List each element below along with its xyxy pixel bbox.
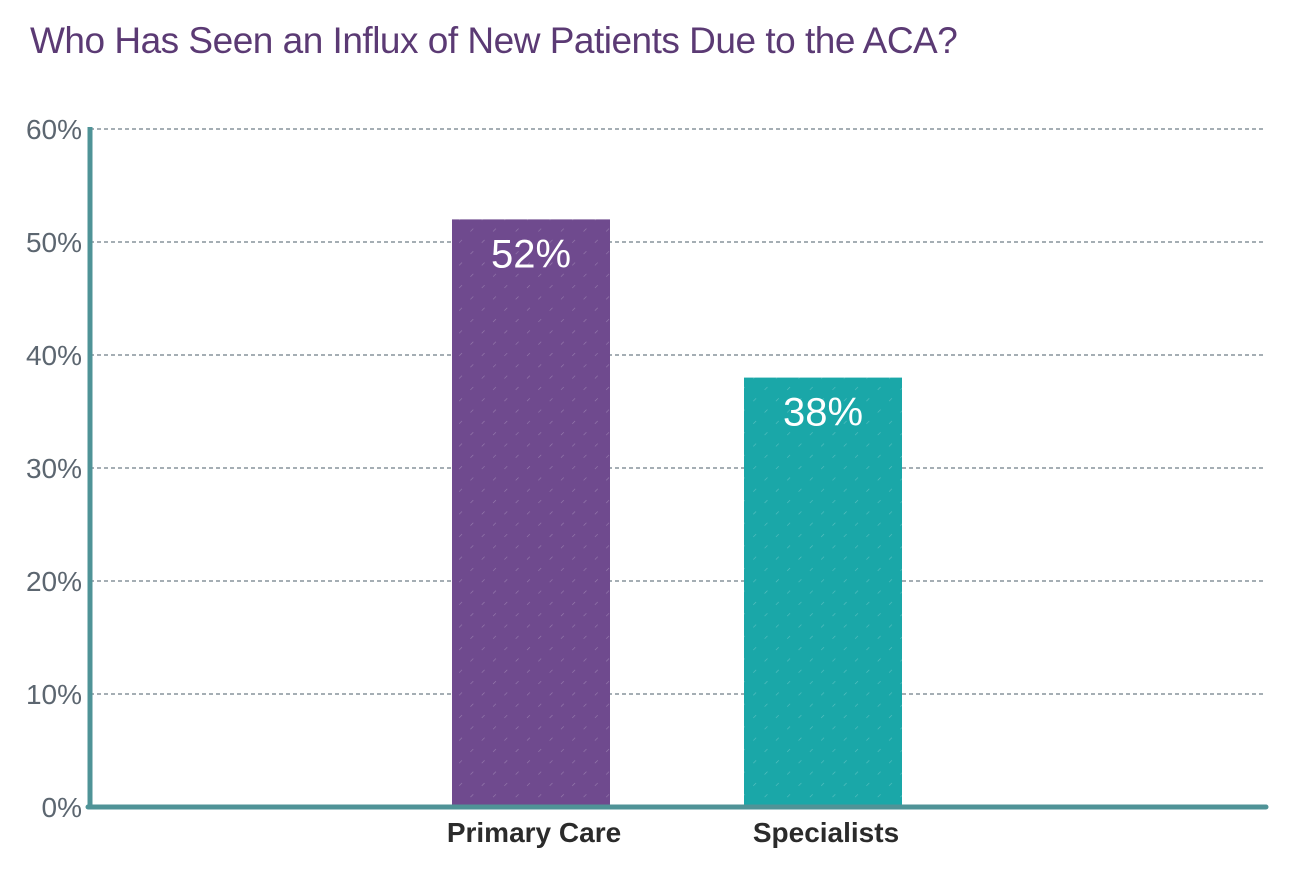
- x-category-label: Primary Care: [447, 817, 621, 848]
- y-tick-label: 60%: [26, 114, 82, 145]
- gridlines: [90, 128, 1266, 695]
- x-category-label: Specialists: [753, 817, 899, 848]
- bar-texture: [744, 377, 902, 807]
- y-tick-label: 50%: [26, 227, 82, 258]
- bar-texture: [452, 219, 610, 807]
- labels: 0% 10% 20% 30% 40% 50% 60% 52% Primary Care 38% Sp…: [26, 114, 899, 848]
- y-tick-label: 40%: [26, 340, 82, 371]
- bar-value-label: 38%: [783, 391, 863, 435]
- y-tick-label: 20%: [26, 566, 82, 597]
- bar-value-label: 52%: [491, 232, 571, 276]
- y-tick-label: 10%: [26, 679, 82, 710]
- y-tick-label: 0%: [42, 792, 82, 823]
- y-tick-label: 30%: [26, 453, 82, 484]
- axes: [85, 127, 1269, 810]
- bars: [452, 219, 902, 807]
- chart-title: Who Has Seen an Influx of New Patients D…: [30, 20, 958, 61]
